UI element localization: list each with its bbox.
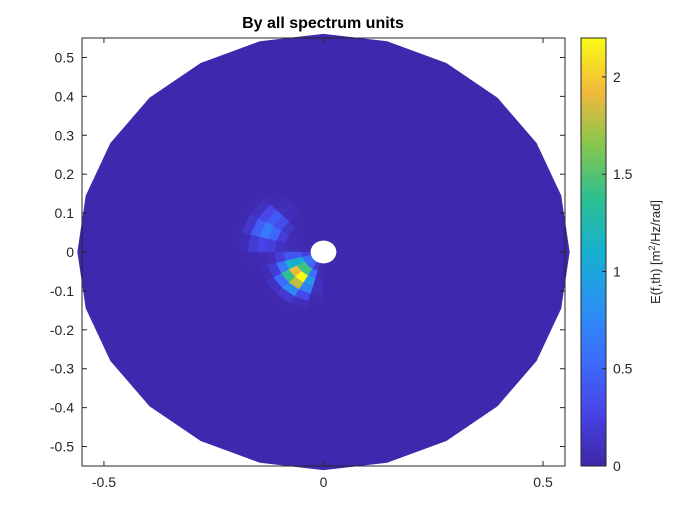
y-tick-label: 0 — [66, 244, 74, 260]
colorbar-tick-label: 1.5 — [613, 166, 633, 182]
x-tick-label: -0.5 — [92, 474, 116, 490]
y-axis: 0.5 0.4 0.3 0.2 0.1 0 -0.1 -0.2 -0.3 -0.4 -0.5 — [50, 49, 565, 455]
x-tick-label: 0 — [320, 474, 328, 490]
y-tick-label: 0.3 — [55, 127, 75, 143]
spectrum-cells — [77, 33, 570, 471]
y-tick-label: -0.5 — [50, 439, 74, 455]
y-tick-label: -0.2 — [50, 322, 74, 338]
colorbar-tick-label: 2 — [613, 69, 621, 85]
colorbar-tick-label: 1 — [613, 263, 621, 279]
y-tick-label: -0.4 — [50, 400, 74, 416]
y-tick-label: 0.1 — [55, 205, 75, 221]
plot-area — [77, 33, 570, 471]
colorbar-label: E(f,th) [m2/Hz/rad] — [647, 200, 663, 304]
chart-title: By all spectrum units — [242, 15, 404, 32]
y-tick-label: 0.2 — [55, 166, 75, 182]
x-axis: -0.5 0 0.5 — [92, 38, 553, 490]
colorbar: 0 0.5 1 1.5 2 E(f,th) [m2/Hz/rad] — [580, 37, 663, 474]
y-tick-label: 0.5 — [55, 49, 75, 65]
colorbar-tick-label: 0 — [613, 458, 621, 474]
y-tick-label: -0.3 — [50, 361, 74, 377]
colorbar-scale — [580, 37, 607, 467]
y-tick-label: 0.4 — [55, 88, 75, 104]
y-tick-label: -0.1 — [50, 283, 74, 299]
x-tick-label: 0.5 — [533, 474, 553, 490]
colorbar-tick-label: 0.5 — [613, 361, 633, 377]
colorbar-ticks: 0 0.5 1 1.5 2 — [602, 69, 633, 474]
